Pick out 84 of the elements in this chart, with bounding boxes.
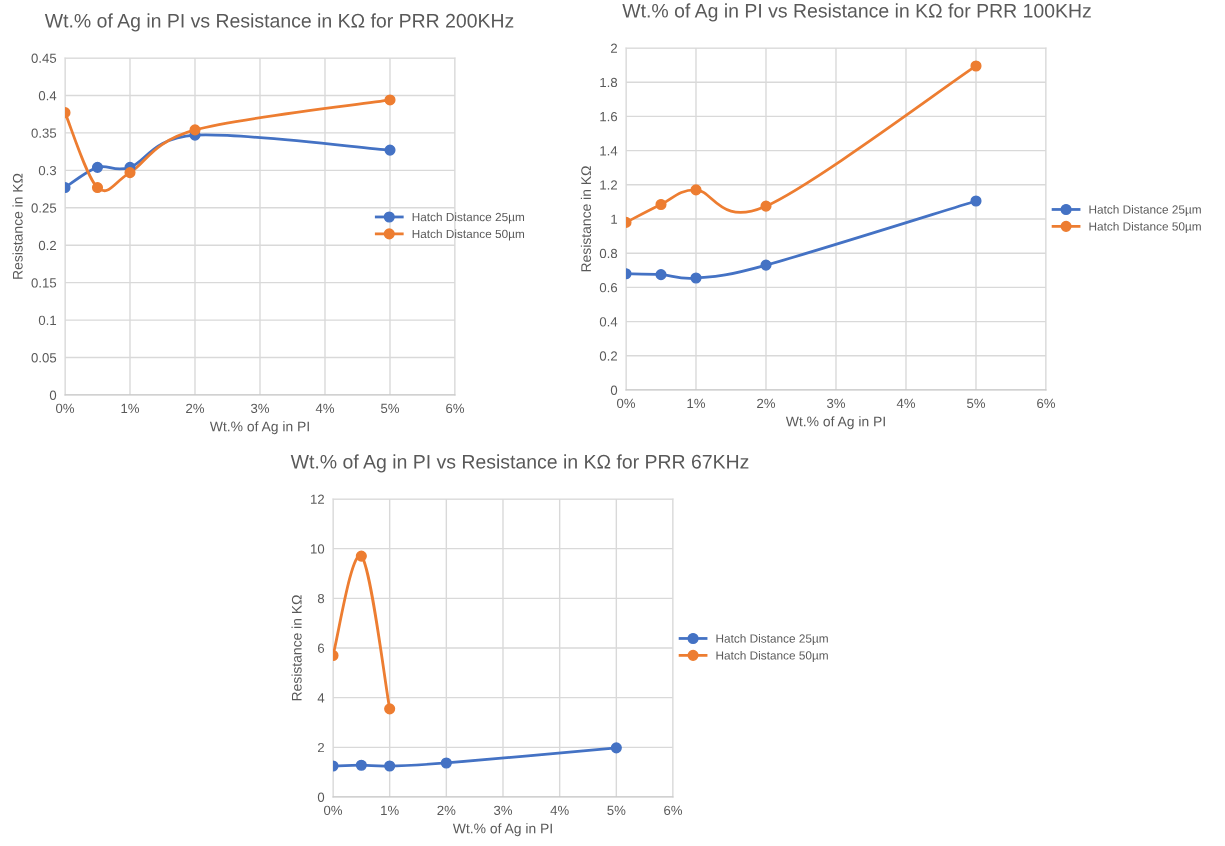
point <box>760 200 772 212</box>
point <box>690 272 702 284</box>
chart-title: Wt.% of Ag in PI vs Resistance in KΩ for PRR 100KHz <box>622 3 1091 22</box>
y-tick-label: 0 <box>317 792 325 802</box>
x-tick-label: 1% <box>381 805 399 815</box>
point <box>355 759 367 771</box>
y-tick-label: 0.15 <box>31 278 57 288</box>
y-tick-label: 6 <box>318 643 325 653</box>
point <box>970 195 982 207</box>
legend-label: Hatch Distance 50µm <box>412 229 525 241</box>
x-tick-label: 3% <box>493 805 513 816</box>
x-axis-title: Wt.% of Ag in PI <box>209 421 309 435</box>
y-tick-label: 8 <box>317 593 325 604</box>
y-tick-label: 0.6 <box>599 282 618 293</box>
x-tick-label: 0% <box>616 398 636 409</box>
x-tick-label: 1% <box>687 398 706 408</box>
y-tick-label: 2 <box>317 742 324 753</box>
x-tick-label: 6% <box>664 805 683 816</box>
x-tick-label: 4% <box>550 805 569 815</box>
legend-label: Hatch Distance 50µm <box>716 650 828 662</box>
legend-label: Hatch Distance 25µm <box>1089 205 1201 217</box>
point <box>384 703 396 715</box>
x-tick-label: 4% <box>315 403 335 413</box>
y-tick-label: 1 <box>611 214 618 224</box>
x-tick-label: 0% <box>55 403 75 414</box>
point <box>384 94 396 106</box>
x-tick-label: 6% <box>446 403 465 414</box>
y-tick-label: 0.1 <box>38 315 57 326</box>
x-tick-label: 3% <box>826 398 846 409</box>
chart-title: Wt.% of Ag in PI vs Resistance in KΩ for PRR 67KHz <box>290 454 749 473</box>
x-tick-label: 1% <box>121 403 140 413</box>
y-tick-label: 0.3 <box>38 165 57 176</box>
y-tick-label: 1.6 <box>600 111 618 122</box>
y-tick-label: 0.05 <box>31 353 57 363</box>
x-axis-title: Wt.% of Ag in PI <box>785 416 885 430</box>
y-tick-label: 12 <box>311 494 325 504</box>
point <box>970 60 982 72</box>
point <box>189 124 201 136</box>
y-tick-label: 0.2 <box>38 240 57 251</box>
point <box>610 742 622 754</box>
x-tick-label: 0% <box>323 805 343 816</box>
y-tick-label: 0.4 <box>38 91 57 101</box>
y-tick-label: 0.4 <box>599 317 618 327</box>
y-tick-label: 0.35 <box>31 128 57 138</box>
point <box>384 144 396 156</box>
y-tick-label: 1.4 <box>600 146 618 156</box>
y-tick-label: 1.8 <box>600 77 618 88</box>
point <box>355 550 367 562</box>
y-tick-label: 0 <box>49 390 57 400</box>
point <box>91 182 104 194</box>
y-tick-label: 0.2 <box>599 351 618 361</box>
point <box>384 760 396 772</box>
x-tick-label: 5% <box>607 805 626 816</box>
chart-title: Wt.% of Ag in PI vs Resistance in KΩ for PRR 200KHz <box>44 13 514 32</box>
y-tick-label: 0.45 <box>31 53 57 63</box>
y-tick-label: 0 <box>610 385 618 395</box>
y-tick-label: 4 <box>317 693 325 703</box>
legend-label: Hatch Distance 25µm <box>716 634 828 646</box>
point <box>690 184 702 196</box>
point <box>91 161 104 173</box>
x-tick-label: 4% <box>896 398 916 408</box>
point <box>440 757 452 769</box>
x-tick-label: 5% <box>966 398 986 409</box>
x-tick-label: 2% <box>186 403 205 413</box>
y-axis-title: Resistance in KΩ <box>580 166 592 272</box>
legend-label: Hatch Distance 25µm <box>412 212 525 224</box>
x-axis-title: Wt.% of Ag in PI <box>452 823 552 837</box>
x-tick-label: 6% <box>1037 398 1056 409</box>
point <box>124 167 136 179</box>
y-tick-label: 0.8 <box>599 248 618 259</box>
y-tick-label: 1.2 <box>600 180 618 190</box>
y-axis-title: Resistance in KΩ <box>12 173 23 279</box>
point <box>655 198 667 211</box>
point <box>655 269 667 281</box>
y-tick-label: 2 <box>610 43 617 53</box>
x-tick-label: 5% <box>380 403 400 414</box>
x-tick-label: 2% <box>757 398 776 408</box>
x-tick-label: 3% <box>250 403 270 414</box>
legend-label: Hatch Distance 50µm <box>1089 221 1201 233</box>
x-tick-label: 2% <box>437 805 456 815</box>
y-tick-label: 10 <box>311 544 325 554</box>
y-tick-label: 0.25 <box>31 203 57 213</box>
y-axis-title: Resistance in KΩ <box>291 595 302 701</box>
point <box>760 259 772 271</box>
